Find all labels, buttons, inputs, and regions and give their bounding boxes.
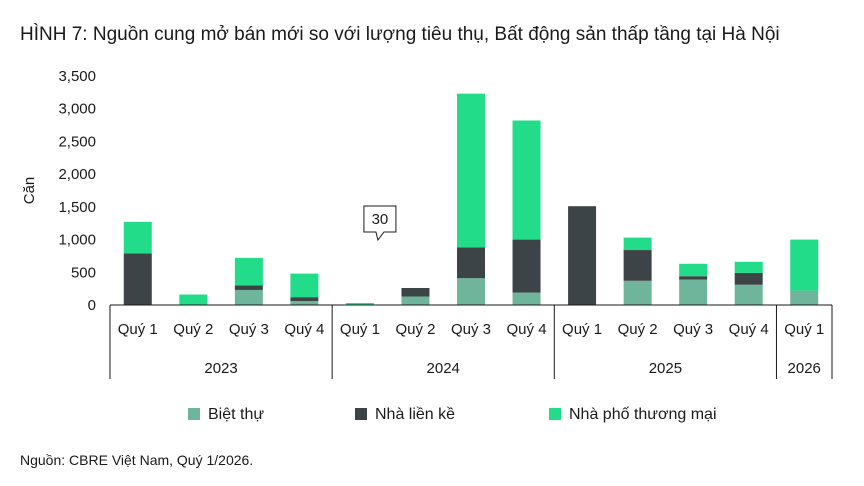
- chart-title: HÌNH 7: Nguồn cung mở bán mới so với lượ…: [20, 24, 780, 45]
- x-group-label: 2025: [649, 360, 682, 377]
- bar-segment-nha_pho_thuong_mai: [345, 303, 374, 305]
- x-tick-label: Quý 1: [562, 321, 602, 338]
- callout-label: 30: [372, 211, 389, 228]
- x-tick-label: Quý 4: [729, 321, 769, 338]
- x-tick-label: Quý 4: [507, 321, 547, 338]
- bar-segment-biet_thu: [234, 289, 263, 305]
- bar-segment-biet_thu: [290, 301, 319, 305]
- y-tick-label: 3,000: [58, 101, 96, 118]
- y-tick-label: 0: [88, 297, 96, 314]
- legend: Biệt thự Nhà liền kề Nhà phố thương mại: [188, 406, 717, 423]
- callout-box: [363, 205, 397, 242]
- y-tick-label: 2,000: [58, 166, 96, 183]
- bar-segment-nha_lien_ke: [623, 250, 652, 281]
- x-tick-label: Quý 1: [118, 321, 158, 338]
- x-tick-label: Quý 4: [284, 321, 324, 338]
- legend-label: Biệt thự: [208, 406, 264, 423]
- y-axis: 0 500 1,000 1,500 2,000 2,500 3,000 3,500 Căn: [21, 68, 96, 314]
- x-group-label: 2024: [427, 360, 460, 377]
- bar-segment-nha_pho_thuong_mai: [234, 257, 263, 286]
- bar-segment-nha_lien_ke: [734, 272, 763, 285]
- x-tick-label: Quý 2: [618, 321, 658, 338]
- bar-segment-nha_pho_thuong_mai: [679, 263, 708, 277]
- bar-segment-biet_thu: [734, 284, 763, 305]
- x-tick-label: Quý 2: [395, 321, 435, 338]
- bar-segment-nha_pho_thuong_mai: [290, 273, 319, 298]
- bar-segment-nha_lien_ke: [123, 253, 152, 305]
- y-tick-label: 500: [71, 264, 96, 281]
- x-tick-label: Quý 2: [173, 321, 213, 338]
- bars-layer: [123, 93, 819, 305]
- legend-swatch: [188, 408, 200, 420]
- x-group-label: 2023: [204, 360, 237, 377]
- bar-segment-nha_lien_ke: [512, 239, 541, 293]
- bar-segment-biet_thu: [790, 290, 819, 305]
- bar-segment-nha_pho_thuong_mai: [790, 239, 819, 291]
- legend-label: Nhà liền kề: [375, 406, 455, 423]
- y-tick-label: 1,000: [58, 232, 96, 249]
- bar-segment-biet_thu: [401, 296, 430, 305]
- bar-segment-biet_thu: [623, 280, 652, 305]
- bar-segment-nha_pho_thuong_mai: [512, 120, 541, 240]
- x-tick-label: Quý 1: [784, 321, 824, 338]
- bar-segment-nha_lien_ke: [568, 206, 597, 305]
- y-tick-label: 3,500: [58, 68, 96, 85]
- x-group-label: 2026: [788, 360, 821, 377]
- x-tick-label: Quý 3: [673, 321, 713, 338]
- bar-segment-nha_lien_ke: [679, 276, 708, 280]
- y-axis-label: Căn: [21, 177, 38, 205]
- legend-swatch: [549, 408, 561, 420]
- y-tick-label: 2,500: [58, 133, 96, 150]
- y-tick-label: 1,500: [58, 199, 96, 216]
- bar-segment-nha_pho_thuong_mai: [123, 221, 152, 254]
- bar-segment-nha_pho_thuong_mai: [457, 93, 485, 248]
- source-note: Nguồn: CBRE Việt Nam, Quý 1/2026.: [20, 452, 254, 468]
- legend-label: Nhà phố thương mại: [569, 406, 717, 423]
- x-tick-label: Quý 3: [229, 321, 269, 338]
- bar-segment-biet_thu: [457, 278, 485, 305]
- bar-segment-nha_lien_ke: [234, 285, 263, 290]
- bar-segment-nha_pho_thuong_mai: [179, 294, 208, 305]
- legend-swatch: [355, 408, 367, 420]
- annotations-layer: 30: [363, 205, 397, 242]
- bar-segment-biet_thu: [679, 279, 708, 305]
- bar-segment-nha_lien_ke: [290, 297, 319, 302]
- x-tick-label: Quý 1: [340, 321, 380, 338]
- bar-segment-biet_thu: [512, 292, 541, 305]
- bar-segment-nha_lien_ke: [457, 247, 485, 279]
- x-tick-label: Quý 3: [451, 321, 491, 338]
- bar-segment-nha_lien_ke: [401, 287, 430, 297]
- x-axis: Quý 1 Quý 2 Quý 3 Quý 4 Quý 1 Quý 2 Quý 3 Quý 4…: [109, 304, 833, 379]
- bar-segment-nha_pho_thuong_mai: [734, 261, 763, 273]
- bar-segment-nha_pho_thuong_mai: [623, 237, 652, 251]
